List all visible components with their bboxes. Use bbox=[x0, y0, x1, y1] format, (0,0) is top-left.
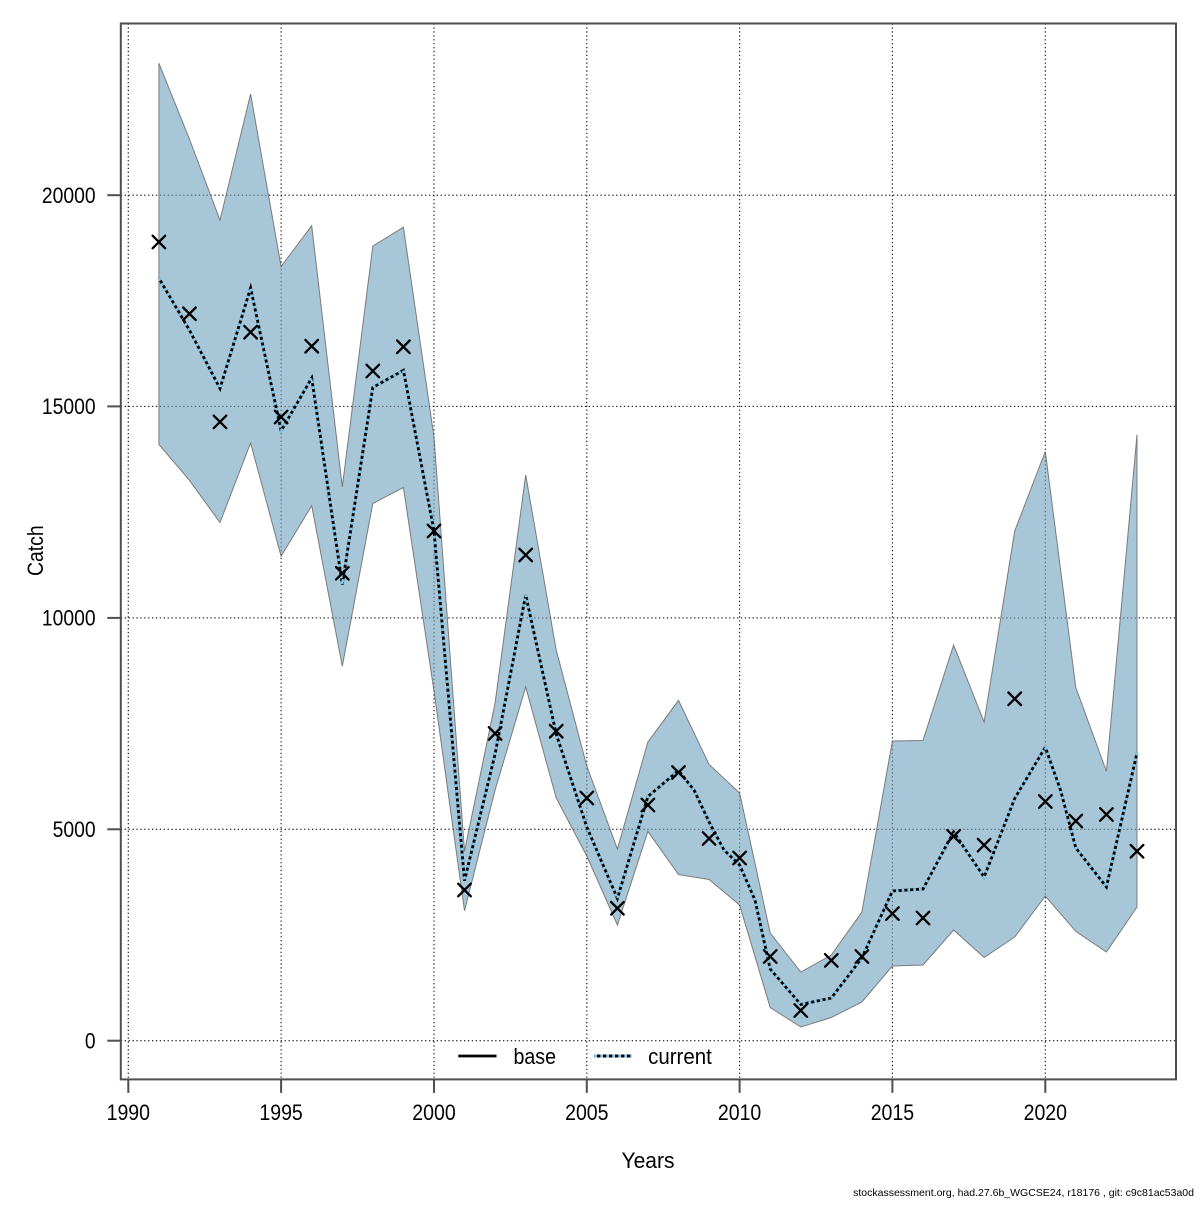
svg-text:2015: 2015 bbox=[871, 1100, 914, 1125]
svg-text:1995: 1995 bbox=[259, 1100, 302, 1125]
svg-text:0: 0 bbox=[85, 1028, 96, 1053]
svg-text:stockassessment.org, had.27.6b: stockassessment.org, had.27.6b_WGCSE24, … bbox=[853, 1187, 1194, 1199]
svg-text:Years: Years bbox=[622, 1148, 675, 1173]
svg-text:current: current bbox=[648, 1044, 712, 1069]
svg-text:base: base bbox=[514, 1044, 557, 1069]
svg-text:2010: 2010 bbox=[718, 1100, 761, 1125]
svg-text:10000: 10000 bbox=[42, 606, 96, 631]
svg-text:2005: 2005 bbox=[565, 1100, 608, 1125]
svg-text:2000: 2000 bbox=[412, 1100, 455, 1125]
svg-text:1990: 1990 bbox=[107, 1100, 150, 1125]
svg-text:Catch: Catch bbox=[23, 525, 48, 576]
svg-text:2020: 2020 bbox=[1024, 1100, 1067, 1125]
svg-text:5000: 5000 bbox=[53, 817, 96, 842]
svg-text:20000: 20000 bbox=[42, 183, 96, 208]
svg-text:15000: 15000 bbox=[42, 394, 96, 419]
